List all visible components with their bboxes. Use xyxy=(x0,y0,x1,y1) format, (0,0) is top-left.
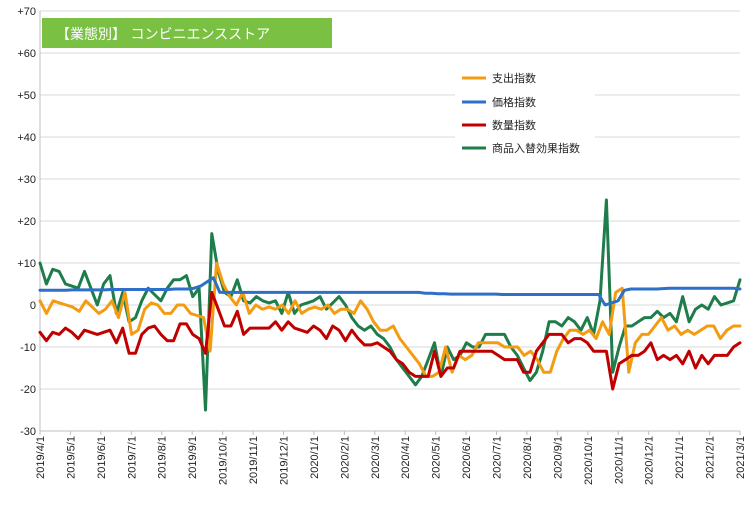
x-tick-label: 2019/5/1 xyxy=(65,436,77,479)
x-tick-label: 2020/4/1 xyxy=(400,436,412,479)
x-tick-label: 2020/2/1 xyxy=(339,436,351,479)
x-tick-label: 2019/7/1 xyxy=(126,436,138,479)
x-tick-label: 2020/9/1 xyxy=(552,436,564,479)
x-tick-label: 2019/10/1 xyxy=(218,436,230,485)
x-tick-label: 2019/11/1 xyxy=(248,436,260,484)
y-tick-label: -10 xyxy=(20,342,36,354)
x-tick-label: 2020/12/1 xyxy=(644,436,656,485)
x-tick-label: 2021/3/1 xyxy=(735,436,745,479)
x-tick-label: 2019/4/1 xyxy=(35,436,47,479)
y-tick-label: +50 xyxy=(17,90,36,102)
y-axis: +70 +60 +50 +40 +30 +20 +10 0 -10 -20 -30 xyxy=(17,6,41,438)
x-tick-label: 2019/9/1 xyxy=(187,436,199,479)
y-tick-label: -30 xyxy=(20,426,36,438)
chart-title: 【業態別】 コンビニエンスストア xyxy=(56,27,270,43)
x-tick-label: 2019/8/1 xyxy=(157,436,169,479)
x-tick-label: 2020/1/1 xyxy=(309,436,321,479)
y-tick-label: +40 xyxy=(17,132,36,144)
x-tick-label: 2020/5/1 xyxy=(431,436,443,479)
legend-label-2: 数量指数 xyxy=(492,118,536,132)
chart-title-background xyxy=(42,18,332,48)
x-tick-label: 2019/12/1 xyxy=(278,436,290,485)
legend-background xyxy=(455,66,595,156)
y-tick-label: +60 xyxy=(17,48,36,60)
series-line-0 xyxy=(38,261,742,378)
legend-label-1: 価格指数 xyxy=(492,95,536,109)
grid-lines xyxy=(40,10,740,432)
y-tick-label: +10 xyxy=(17,258,36,270)
x-axis: 2019/4/1 2019/5/1 2019/6/1 2019/7/1 2019/8/1… xyxy=(35,430,745,485)
y-tick-label: +20 xyxy=(17,216,36,228)
legend: 支出指数 価格指数 数量指数 商品入替効果指数 xyxy=(455,66,595,156)
x-tick-label: 2020/6/1 xyxy=(461,436,473,479)
x-tick-label: 2020/10/1 xyxy=(583,436,595,485)
chart-title-box: 【業態別】 コンビニエンスストア xyxy=(42,18,332,48)
y-tick-label: +30 xyxy=(17,174,36,186)
x-tick-label: 2020/11/1 xyxy=(613,436,625,484)
series-lines xyxy=(38,198,742,412)
legend-label-0: 支出指数 xyxy=(492,71,536,85)
y-tick-label: +70 xyxy=(17,6,36,18)
x-tick-label: 2020/8/1 xyxy=(522,436,534,479)
series-line-1 xyxy=(38,276,742,307)
y-tick-label: 0 xyxy=(30,300,36,312)
y-tick-label: -20 xyxy=(20,384,36,396)
legend-label-3: 商品入替効果指数 xyxy=(492,141,580,155)
x-tick-label: 2021/2/1 xyxy=(705,436,717,479)
x-tick-label: 2020/3/1 xyxy=(370,436,382,479)
series-line-3 xyxy=(38,198,742,412)
x-tick-label: 2021/1/1 xyxy=(674,436,686,479)
series-line-2 xyxy=(38,290,742,391)
x-tick-label: 2020/7/1 xyxy=(492,436,504,479)
x-tick-label: 2019/6/1 xyxy=(96,436,108,479)
